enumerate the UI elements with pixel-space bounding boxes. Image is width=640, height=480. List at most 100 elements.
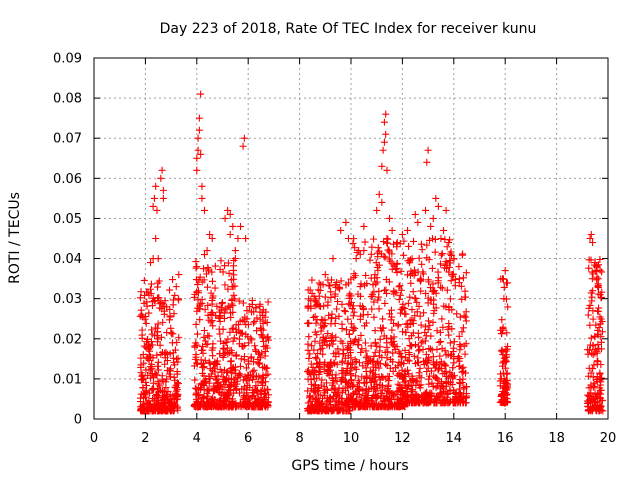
data-point [408, 382, 416, 390]
data-point [375, 190, 383, 198]
data-point [229, 266, 237, 274]
data-point [597, 338, 605, 346]
data-point [456, 313, 464, 321]
data-point [321, 403, 329, 411]
data-point [153, 332, 161, 340]
data-point [319, 336, 327, 344]
data-point [361, 281, 369, 289]
data-point [380, 252, 388, 260]
data-point [429, 214, 437, 222]
data-point [250, 308, 258, 316]
data-point [305, 319, 313, 327]
data-point [413, 392, 421, 400]
data-point [390, 319, 398, 327]
data-point [264, 370, 272, 378]
data-point [217, 337, 225, 345]
data-point [334, 283, 342, 291]
data-point [329, 395, 337, 403]
data-point [248, 336, 256, 344]
data-point [423, 158, 431, 166]
data-point [339, 385, 347, 393]
data-point [197, 90, 205, 98]
data-point [304, 399, 312, 407]
data-point [497, 275, 505, 283]
data-point [262, 364, 270, 372]
data-point [250, 319, 258, 327]
data-point [382, 110, 390, 118]
data-point [501, 358, 509, 366]
data-point [157, 350, 165, 358]
data-point [395, 295, 403, 303]
data-point [449, 272, 457, 280]
data-point [174, 295, 182, 303]
data-point [436, 352, 444, 360]
data-point [428, 346, 436, 354]
data-point [341, 308, 349, 316]
data-point [147, 259, 155, 267]
data-point [194, 146, 202, 154]
data-point [376, 347, 384, 355]
data-point [386, 310, 394, 318]
data-point [585, 304, 593, 312]
data-point [502, 379, 510, 387]
data-point [141, 391, 149, 399]
data-point [163, 391, 171, 399]
data-point [421, 337, 429, 345]
data-point [460, 312, 468, 320]
data-point [373, 263, 381, 271]
data-point [442, 206, 450, 214]
data-point [367, 397, 375, 405]
data-point [304, 346, 312, 354]
data-point [232, 351, 240, 359]
axis-ticks [93, 57, 609, 420]
data-point [446, 339, 454, 347]
data-point [384, 381, 392, 389]
data-point [331, 290, 339, 298]
data-point [265, 391, 273, 399]
data-point [305, 369, 313, 377]
data-point [396, 309, 404, 317]
data-point [206, 230, 214, 238]
data-point [201, 251, 209, 259]
data-point [438, 382, 446, 390]
data-point [154, 320, 162, 328]
data-point [308, 276, 316, 284]
data-point [211, 284, 219, 292]
data-point [322, 385, 330, 393]
data-point [320, 392, 328, 400]
data-point [337, 337, 345, 345]
data-point [362, 319, 370, 327]
data-point [325, 371, 333, 379]
data-point [398, 230, 406, 238]
data-point [223, 305, 231, 313]
data-point [361, 238, 369, 246]
data-point [222, 377, 230, 385]
y-tick-label: 0.07 [53, 132, 82, 147]
data-point [350, 302, 358, 310]
data-point [317, 281, 325, 289]
data-point [245, 372, 253, 380]
data-point [138, 407, 146, 415]
data-point [411, 294, 419, 302]
data-point [410, 378, 418, 386]
data-point [364, 310, 372, 318]
data-point [389, 358, 397, 366]
data-point [384, 348, 392, 356]
data-point [413, 308, 421, 316]
data-point [385, 403, 393, 411]
data-point [587, 407, 595, 415]
data-point [589, 315, 597, 323]
data-point [497, 326, 505, 334]
data-point [430, 300, 438, 308]
data-point [148, 386, 156, 394]
data-point [321, 316, 329, 324]
data-point [382, 130, 390, 138]
data-point [314, 350, 322, 358]
data-point [443, 286, 451, 294]
data-point [321, 389, 329, 397]
data-point [382, 394, 390, 402]
data-point [411, 398, 419, 406]
data-point [191, 290, 199, 298]
data-point [585, 384, 593, 392]
data-point [162, 349, 170, 357]
